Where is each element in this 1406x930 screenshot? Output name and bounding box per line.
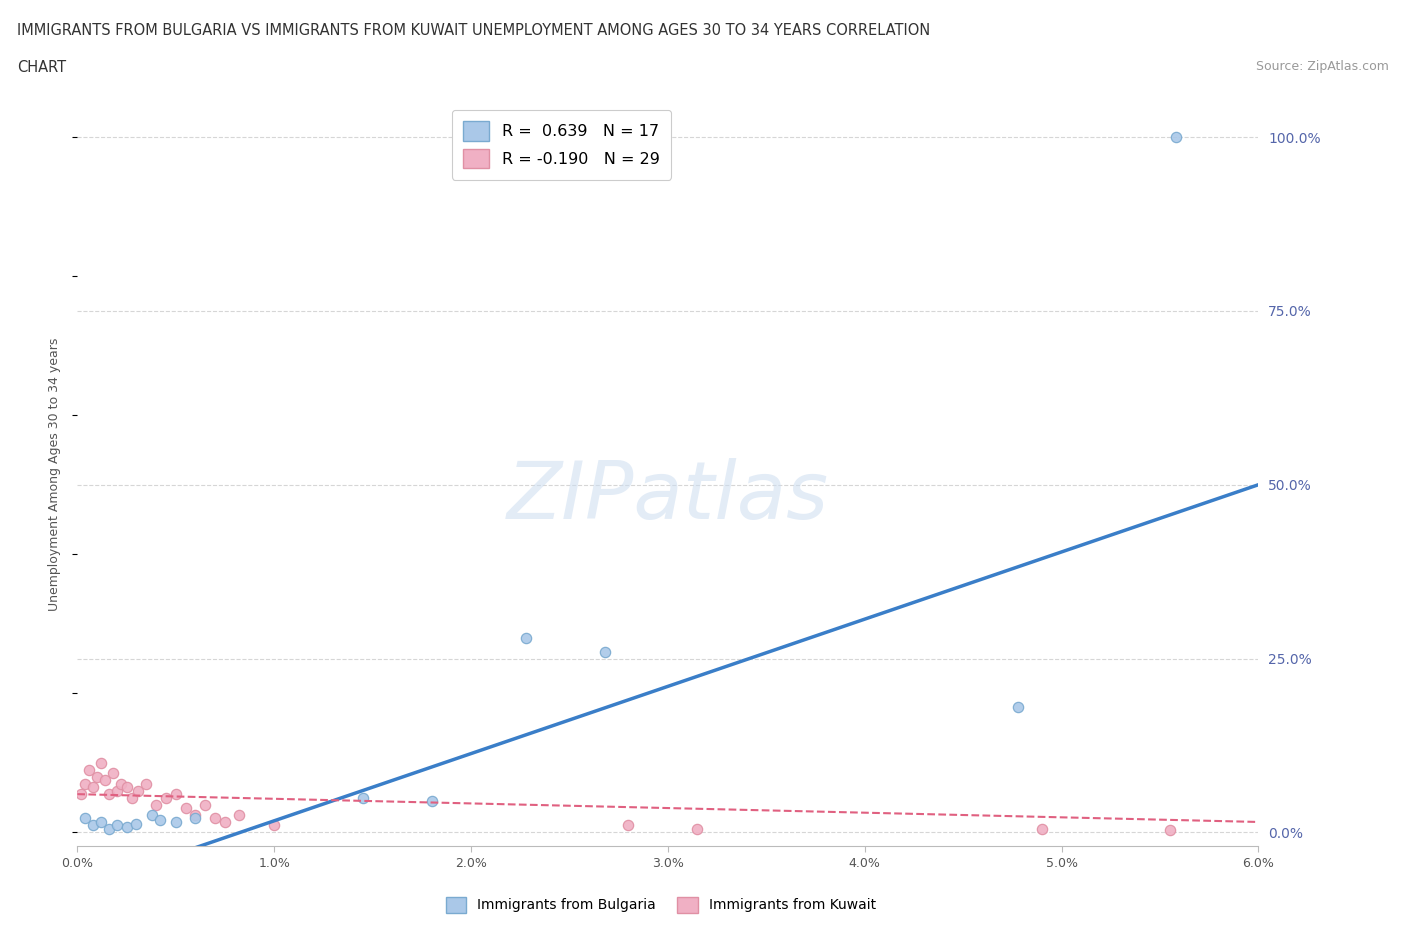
Point (420, 793, 443, 808)
Point (75, 777, 97, 791)
Point (105, 818, 128, 833)
Text: CHART: CHART (17, 60, 66, 75)
Point (82, 818, 104, 833)
Point (204, 811, 226, 826)
Point (90, 755, 112, 770)
Point (86, 769, 108, 784)
Point (121, 790, 143, 805)
Point (125, 817, 148, 831)
Point (70, 787, 93, 802)
Point (1031, 821, 1053, 836)
Point (141, 807, 163, 822)
Point (184, 811, 207, 826)
Point (75, 811, 97, 826)
Point (110, 777, 132, 791)
Point (77, 763, 100, 777)
Point (127, 783, 149, 798)
Point (686, 821, 709, 836)
Point (82, 779, 104, 794)
Point (174, 801, 197, 816)
Point (352, 790, 374, 805)
Point (135, 777, 157, 791)
Point (115, 819, 138, 834)
Point (165, 787, 187, 802)
Point (1007, 699, 1029, 714)
Point (105, 783, 128, 798)
Text: Source: ZipAtlas.com: Source: ZipAtlas.com (1256, 60, 1389, 73)
Point (97, 787, 120, 802)
Point (228, 807, 250, 822)
Point (263, 818, 285, 833)
Point (97, 821, 120, 836)
Point (101, 765, 124, 780)
Point (214, 815, 236, 830)
Point (90, 815, 112, 830)
Text: ZIPatlas: ZIPatlas (506, 458, 830, 536)
Point (1159, 823, 1181, 838)
Text: IMMIGRANTS FROM BULGARIA VS IMMIGRANTS FROM KUWAIT UNEMPLOYMENT AMONG AGES 30 TO: IMMIGRANTS FROM BULGARIA VS IMMIGRANTS F… (17, 23, 931, 38)
Point (94, 773, 117, 788)
Point (194, 797, 217, 812)
Point (184, 807, 207, 822)
Legend: Immigrants from Bulgaria, Immigrants from Kuwait: Immigrants from Bulgaria, Immigrants fro… (440, 891, 882, 919)
Point (515, 631, 537, 645)
Point (1164, 129, 1187, 144)
Legend: R =  0.639   N = 17, R = -0.190   N = 29: R = 0.639 N = 17, R = -0.190 N = 29 (453, 111, 671, 179)
Y-axis label: Unemployment Among Ages 30 to 34 years: Unemployment Among Ages 30 to 34 years (48, 338, 62, 611)
Point (165, 815, 187, 830)
Point (617, 818, 640, 833)
Point (115, 779, 138, 794)
Point (155, 790, 177, 805)
Point (145, 797, 167, 812)
Point (593, 644, 616, 659)
Point (149, 813, 172, 828)
